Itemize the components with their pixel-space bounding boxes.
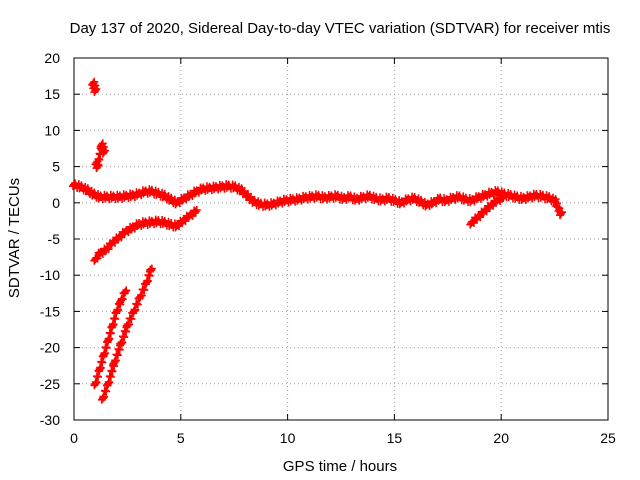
chart-title: Day 137 of 2020, Sidereal Day-to-day VTE… — [70, 20, 611, 37]
x-tick-label: 20 — [493, 430, 509, 446]
series-upper-blip — [88, 77, 109, 173]
data-point — [190, 205, 201, 217]
data-point — [103, 361, 119, 390]
y-tick-label: 0 — [52, 195, 60, 211]
data-point — [107, 308, 121, 332]
x-tick-label: 25 — [600, 430, 616, 446]
y-tick-label: -5 — [48, 231, 61, 247]
series-main-track — [69, 179, 567, 220]
data-point — [543, 192, 557, 206]
data-point — [498, 191, 509, 203]
y-tick-label: 15 — [44, 86, 60, 102]
data-point — [109, 339, 125, 368]
grid-lines — [74, 58, 608, 420]
data-point — [344, 191, 359, 205]
series-deep-track-2 — [97, 264, 156, 404]
data-marks — [69, 77, 567, 404]
y-tick-label: -20 — [40, 340, 60, 356]
y-tick-label: -15 — [40, 303, 60, 319]
series-recovery-track — [90, 205, 201, 265]
data-point — [556, 208, 567, 220]
y-tick-label: 5 — [52, 159, 60, 175]
series-late-track — [466, 191, 509, 229]
x-tick-label: 10 — [280, 430, 296, 446]
y-tick-label: 10 — [44, 122, 60, 138]
y-tick-label: -25 — [40, 376, 60, 392]
data-point — [415, 195, 429, 210]
data-point — [98, 146, 109, 158]
y-tick-label: -30 — [40, 412, 60, 428]
y-tick-label: 20 — [44, 50, 60, 66]
x-tick-label: 0 — [70, 430, 78, 446]
series-deep-track-1 — [90, 286, 131, 390]
data-point — [120, 286, 131, 298]
axis-ticks: 0 5 10 15 20 25 -30 -25 -20 -15 -10 -5 0 5 10 15 20 — [40, 50, 616, 446]
data-point — [69, 179, 83, 192]
x-tick-label: 15 — [387, 430, 403, 446]
x-axis-label: GPS time / hours — [283, 458, 397, 475]
data-point — [90, 85, 101, 97]
data-point — [145, 264, 156, 276]
data-point — [382, 192, 397, 206]
y-axis-label: SDTVAR / TECUs — [6, 178, 23, 298]
x-tick-label: 5 — [177, 430, 185, 446]
y-tick-label: -10 — [40, 267, 60, 283]
